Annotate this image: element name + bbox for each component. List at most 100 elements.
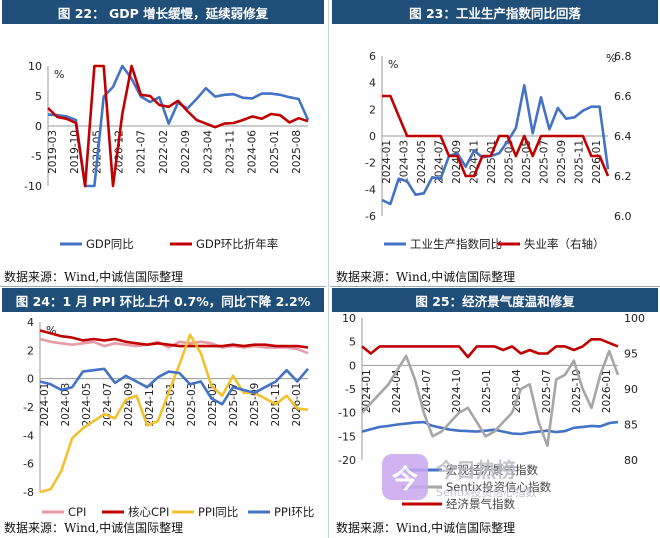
- x-tick-label: 2025-03: [186, 383, 198, 427]
- y-tick-label: 4: [369, 77, 376, 90]
- x-tick-label: 2024-01: [39, 383, 51, 427]
- chart-title-ppi: 图 24：1 月 PPI 环比上升 0.7%，同比下降 2.2%: [2, 288, 324, 312]
- legend-label: CPI: [68, 505, 86, 519]
- legend-label: Sentix投资信心指数: [446, 480, 552, 494]
- panel-separator: [328, 0, 329, 538]
- ppi-chart: -8 -6 -4 -2 0 2 4% 2024-01 2024-03 2024-05 2024-07…: [23, 316, 314, 519]
- x-tick-label: 2025-10: [571, 369, 583, 413]
- series-line-1: [382, 94, 610, 178]
- legend-label: 宏观经济景气指数: [446, 463, 538, 477]
- x-tick-label: 2023-11: [224, 130, 236, 174]
- x-tick-label: 2025-07: [539, 140, 551, 184]
- y-right-tick-label: 6.8: [614, 50, 632, 63]
- y-right-tick-label: 6.0: [614, 210, 632, 223]
- y-right-tick-label: 6.6: [614, 90, 632, 103]
- series-line-0: [361, 420, 619, 436]
- x-tick-label: 2024-10: [451, 369, 463, 413]
- x-tick-label: 2021-07: [136, 130, 148, 174]
- y-unit-label: %: [388, 58, 398, 71]
- source-note-industrial: 数据来源：Wind,中诚信国际整理: [336, 270, 516, 284]
- x-tick-label: 2026-01: [591, 140, 603, 184]
- y-tick-label: 10: [342, 312, 356, 325]
- y-tick-label: 6: [369, 50, 376, 63]
- x-tick-label: 2026-01: [601, 369, 613, 413]
- y-tick-label: -6: [365, 210, 376, 223]
- x-tick-label: 2024-09: [451, 140, 463, 184]
- y-tick-label: 0: [27, 373, 34, 386]
- y-unit-label: %: [46, 324, 56, 337]
- legend-label: GDP环比折年率: [196, 237, 278, 251]
- y-right-tick-label: 6.4: [614, 130, 632, 143]
- watermark-subtitle: Sentix投资信心指数: [436, 486, 537, 499]
- y-tick-label: 10: [28, 60, 42, 73]
- y-tick-label: -10: [24, 180, 42, 193]
- legend-label: PPI环比: [274, 505, 314, 519]
- x-tick-label: 2023-04: [202, 130, 214, 174]
- y-tick-label: 0: [349, 359, 356, 372]
- x-tick-label: 2024-07: [421, 369, 433, 413]
- x-tick-label: 2024-05: [81, 383, 93, 427]
- x-tick-label: 2026-01: [291, 383, 303, 427]
- y-tick-label: -8: [23, 486, 34, 499]
- y-tick-label: -2: [365, 157, 376, 170]
- y-right-tick-label: 6.2: [614, 170, 632, 183]
- y-tick-label: 2: [27, 344, 34, 357]
- y-unit-label: %: [54, 68, 64, 81]
- x-tick-label: 2025-04: [511, 369, 523, 413]
- series-line-2: [39, 333, 309, 494]
- legend-label: 失业率（右轴）: [524, 237, 605, 251]
- chart-title-industrial: 图 23：工业生产指数同比回落: [332, 0, 658, 24]
- watermark: 今 今日热榜 Sentix投资信心指数: [382, 450, 592, 512]
- y-tick-label: 4: [27, 316, 34, 329]
- y-tick-label: -4: [365, 183, 376, 196]
- x-tick-label: 2024-03: [60, 383, 72, 427]
- y-tick-label: 5: [349, 336, 356, 349]
- divider: [0, 286, 326, 287]
- x-tick-label: 2025-07: [228, 383, 240, 427]
- source-note-gdp: 数据来源：Wind,中诚信国际整理: [4, 270, 184, 284]
- x-tick-label: 2024-05: [416, 140, 428, 184]
- x-tick-label: 2024-07: [102, 383, 114, 427]
- y-tick-label: -15: [338, 430, 356, 443]
- x-tick-label: 2024-04: [391, 369, 403, 413]
- legend-label: 经济景气指数: [446, 497, 515, 511]
- y-tick-label: -20: [338, 454, 356, 467]
- x-tick-label: 2025-07: [541, 369, 553, 413]
- x-tick-label: 2025-01: [486, 140, 498, 184]
- y-tick-label: -4: [23, 429, 34, 442]
- industrial-chart: -6 -4 -2 0 2 4 6% 6.0 6.2 6.4 6.6 6.8% 2024-01 2024-0…: [365, 50, 632, 251]
- y-tick-label: -5: [345, 383, 356, 396]
- x-tick-label: 2024-11: [469, 140, 481, 184]
- y-tick-label: 5: [35, 90, 42, 103]
- y-tick-label: 2: [369, 103, 376, 116]
- source-note-sentiment: 数据来源：Wind,中诚信国际整理: [336, 521, 516, 535]
- x-tick-label: 2024-09: [123, 383, 135, 427]
- x-tick-label: 2025-01: [269, 130, 281, 174]
- x-tick-label: 2025-01: [481, 369, 493, 413]
- series-line-2: [361, 337, 619, 359]
- legend-label: PPI同比: [198, 505, 238, 519]
- x-tick-label: 2024-01: [381, 140, 393, 184]
- series-line-1: [361, 349, 620, 448]
- y-tick-label: -2: [23, 401, 34, 414]
- chart-title-sentiment: 图 25：经济景气度温和修复: [332, 288, 658, 312]
- series-line-3: [39, 367, 309, 406]
- x-tick-label: 2024-03: [399, 140, 411, 184]
- series-line-1: [39, 329, 309, 349]
- source-note-ppi: 数据来源：Wind,中诚信国际整理: [4, 521, 184, 535]
- x-tick-label: 2019-03: [47, 130, 59, 174]
- y-tick-label: -6: [23, 458, 34, 471]
- x-tick-label: 2025-11: [574, 140, 586, 184]
- legend-label: GDP同比: [86, 237, 134, 251]
- y-tick-label: 0: [35, 120, 42, 133]
- x-tick-label: 2022-02: [158, 130, 170, 174]
- divider: [330, 286, 660, 287]
- y-tick-label: 0: [369, 130, 376, 143]
- x-tick-label: 2024-11: [144, 383, 156, 427]
- x-tick-label: 2025-05: [521, 140, 533, 184]
- x-tick-label: 2025-05: [207, 383, 219, 427]
- legend-label: 工业生产指数同比: [410, 237, 502, 251]
- y-tick-label: -10: [338, 407, 356, 420]
- watermark-title: 今日热榜: [436, 458, 516, 482]
